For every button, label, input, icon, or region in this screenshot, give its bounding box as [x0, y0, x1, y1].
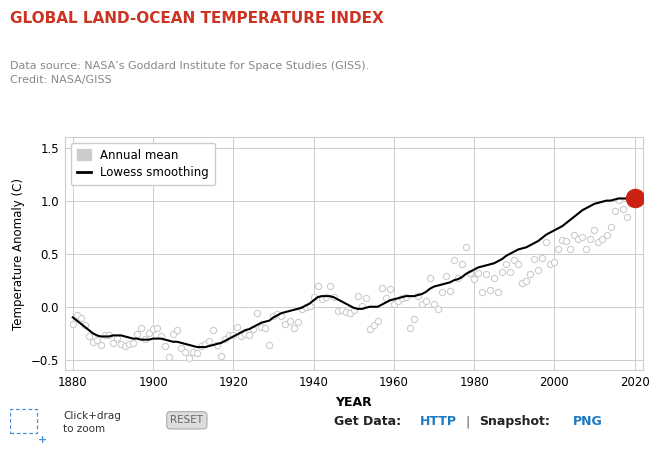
- Text: HTTP: HTTP: [420, 415, 456, 428]
- Bar: [10, 409, 37, 433]
- Text: +: +: [38, 435, 47, 445]
- Legend: Annual mean, Lowess smoothing: Annual mean, Lowess smoothing: [71, 143, 215, 185]
- Text: |: |: [465, 415, 469, 428]
- Text: GLOBAL LAND-OCEAN TEMPERATURE INDEX: GLOBAL LAND-OCEAN TEMPERATURE INDEX: [10, 11, 384, 26]
- Y-axis label: Temperature Anomaly (C): Temperature Anomaly (C): [12, 178, 25, 330]
- Text: Click+drag
to zoom: Click+drag to zoom: [63, 411, 122, 434]
- Text: Get Data:: Get Data:: [334, 415, 401, 428]
- X-axis label: YEAR: YEAR: [335, 396, 372, 409]
- Text: Data source: NASA’s Goddard Institute for Space Studies (GISS).
Credit: NASA/GIS: Data source: NASA’s Goddard Institute fo…: [10, 61, 369, 85]
- Text: RESET: RESET: [170, 415, 203, 425]
- Text: Snapshot:: Snapshot:: [480, 415, 550, 428]
- Text: PNG: PNG: [573, 415, 603, 428]
